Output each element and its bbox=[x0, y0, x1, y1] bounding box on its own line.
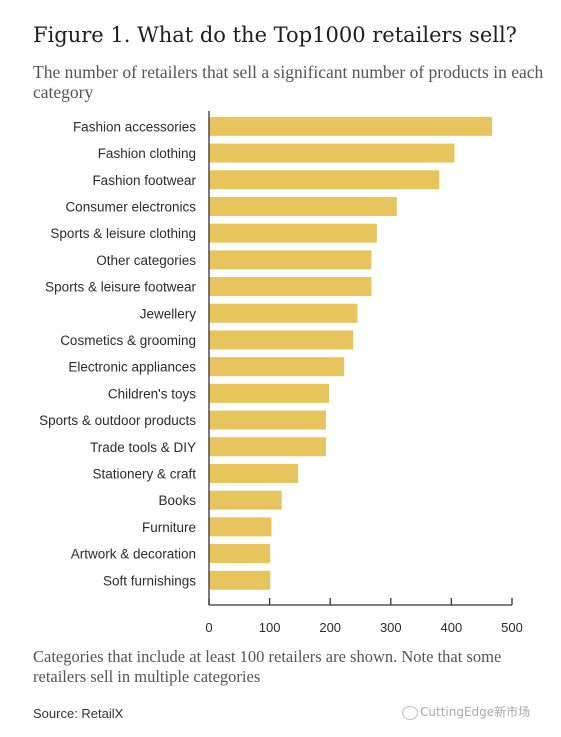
category-label: Soft furnishings bbox=[103, 573, 196, 588]
bar bbox=[209, 223, 377, 243]
bar bbox=[209, 463, 299, 483]
watermark: CuttingEdge新市场 bbox=[402, 703, 530, 720]
x-tick-label: 100 bbox=[259, 620, 281, 635]
category-label: Furniture bbox=[142, 520, 196, 535]
x-tick-label: 200 bbox=[319, 620, 341, 635]
chart-subtitle: The number of retailers that sell a sign… bbox=[33, 62, 544, 102]
bar bbox=[209, 196, 397, 216]
category-label: Jewellery bbox=[140, 306, 197, 321]
bar bbox=[209, 570, 271, 590]
bar bbox=[209, 410, 326, 430]
category-label: Sports & outdoor products bbox=[39, 413, 196, 428]
source-label: Source: RetailX bbox=[33, 706, 124, 721]
bar bbox=[209, 277, 372, 297]
bar bbox=[209, 116, 493, 136]
category-label: Trade tools & DIY bbox=[90, 440, 196, 455]
bar bbox=[209, 143, 455, 163]
x-tick-label: 0 bbox=[205, 620, 212, 635]
category-label: Sports & leisure footwear bbox=[45, 280, 196, 295]
category-label: Books bbox=[158, 493, 196, 508]
category-label: Fashion clothing bbox=[98, 146, 196, 161]
chart-title: Figure 1. What do the Top1000 retailers … bbox=[33, 23, 517, 47]
category-label: Other categories bbox=[96, 253, 196, 268]
bar-chart: Fashion accessories Fashion clothing Fashi… bbox=[39, 111, 523, 635]
category-label: Stationery & craft bbox=[92, 466, 196, 481]
chart-note: Categories that include at least 100 ret… bbox=[33, 647, 502, 686]
category-label: Sports & leisure clothing bbox=[50, 226, 196, 241]
x-tick-label: 400 bbox=[441, 620, 463, 635]
bar bbox=[209, 357, 345, 377]
bar bbox=[209, 517, 272, 537]
category-label: Children's toys bbox=[108, 386, 196, 401]
bar bbox=[209, 544, 271, 564]
bar bbox=[209, 250, 372, 270]
bar bbox=[209, 437, 326, 457]
bar bbox=[209, 170, 440, 190]
category-label: Artwork & decoration bbox=[71, 547, 196, 562]
category-label: Electronic appliances bbox=[68, 360, 196, 375]
category-label: Fashion footwear bbox=[92, 173, 196, 188]
category-label: Consumer electronics bbox=[65, 199, 196, 214]
bar bbox=[209, 383, 329, 403]
bar bbox=[209, 303, 358, 323]
watermark-text: CuttingEdge新市场 bbox=[420, 705, 531, 719]
category-label: Fashion accessories bbox=[73, 119, 196, 134]
category-label: Cosmetics & grooming bbox=[60, 333, 196, 348]
x-tick-label: 300 bbox=[380, 620, 402, 635]
bar bbox=[209, 330, 354, 350]
x-tick-label: 500 bbox=[501, 620, 523, 635]
bar bbox=[209, 490, 282, 510]
wechat-icon bbox=[402, 705, 418, 720]
